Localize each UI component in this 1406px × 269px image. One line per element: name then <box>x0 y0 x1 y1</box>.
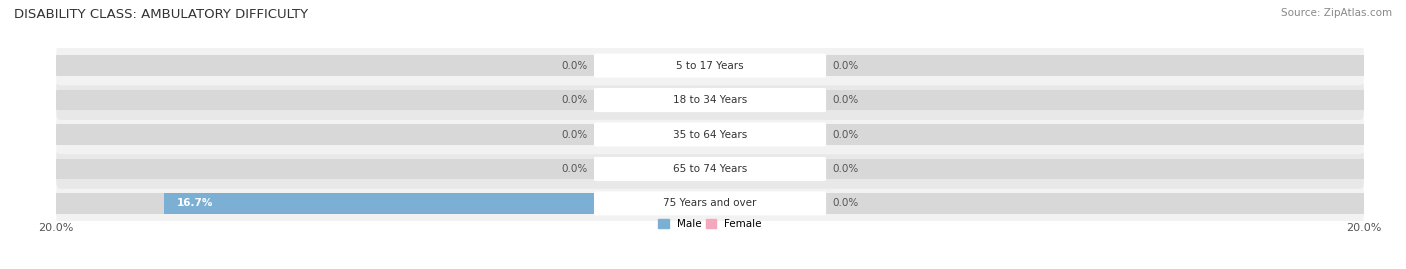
Text: 0.0%: 0.0% <box>561 95 588 105</box>
Text: 16.7%: 16.7% <box>177 198 214 208</box>
FancyBboxPatch shape <box>56 46 1364 86</box>
Text: 0.0%: 0.0% <box>832 164 859 174</box>
Bar <box>56 159 596 179</box>
Text: 65 to 74 Years: 65 to 74 Years <box>673 164 747 174</box>
Text: 0.0%: 0.0% <box>832 95 859 105</box>
Text: 0.0%: 0.0% <box>832 198 859 208</box>
Legend: Male, Female: Male, Female <box>658 219 762 229</box>
Text: 35 to 64 Years: 35 to 64 Years <box>673 129 747 140</box>
Bar <box>824 159 1364 179</box>
Text: 0.0%: 0.0% <box>561 164 588 174</box>
Bar <box>165 193 710 214</box>
Text: Source: ZipAtlas.com: Source: ZipAtlas.com <box>1281 8 1392 18</box>
Text: 0.0%: 0.0% <box>832 129 859 140</box>
FancyBboxPatch shape <box>593 157 827 181</box>
Bar <box>824 193 1364 214</box>
FancyBboxPatch shape <box>593 191 827 215</box>
FancyBboxPatch shape <box>593 88 827 112</box>
FancyBboxPatch shape <box>593 54 827 78</box>
Bar <box>56 55 596 76</box>
Bar <box>824 124 1364 145</box>
Text: 5 to 17 Years: 5 to 17 Years <box>676 61 744 71</box>
Text: 0.0%: 0.0% <box>561 61 588 71</box>
Text: 0.0%: 0.0% <box>832 61 859 71</box>
Text: 0.0%: 0.0% <box>561 129 588 140</box>
Text: 75 Years and over: 75 Years and over <box>664 198 756 208</box>
Bar <box>824 55 1364 76</box>
FancyBboxPatch shape <box>593 122 827 147</box>
FancyBboxPatch shape <box>56 115 1364 154</box>
Bar <box>56 90 596 110</box>
Text: 18 to 34 Years: 18 to 34 Years <box>673 95 747 105</box>
FancyBboxPatch shape <box>56 183 1364 223</box>
FancyBboxPatch shape <box>56 80 1364 120</box>
FancyBboxPatch shape <box>56 149 1364 189</box>
Bar <box>56 124 596 145</box>
Bar <box>56 193 596 214</box>
Text: DISABILITY CLASS: AMBULATORY DIFFICULTY: DISABILITY CLASS: AMBULATORY DIFFICULTY <box>14 8 308 21</box>
Bar <box>824 90 1364 110</box>
